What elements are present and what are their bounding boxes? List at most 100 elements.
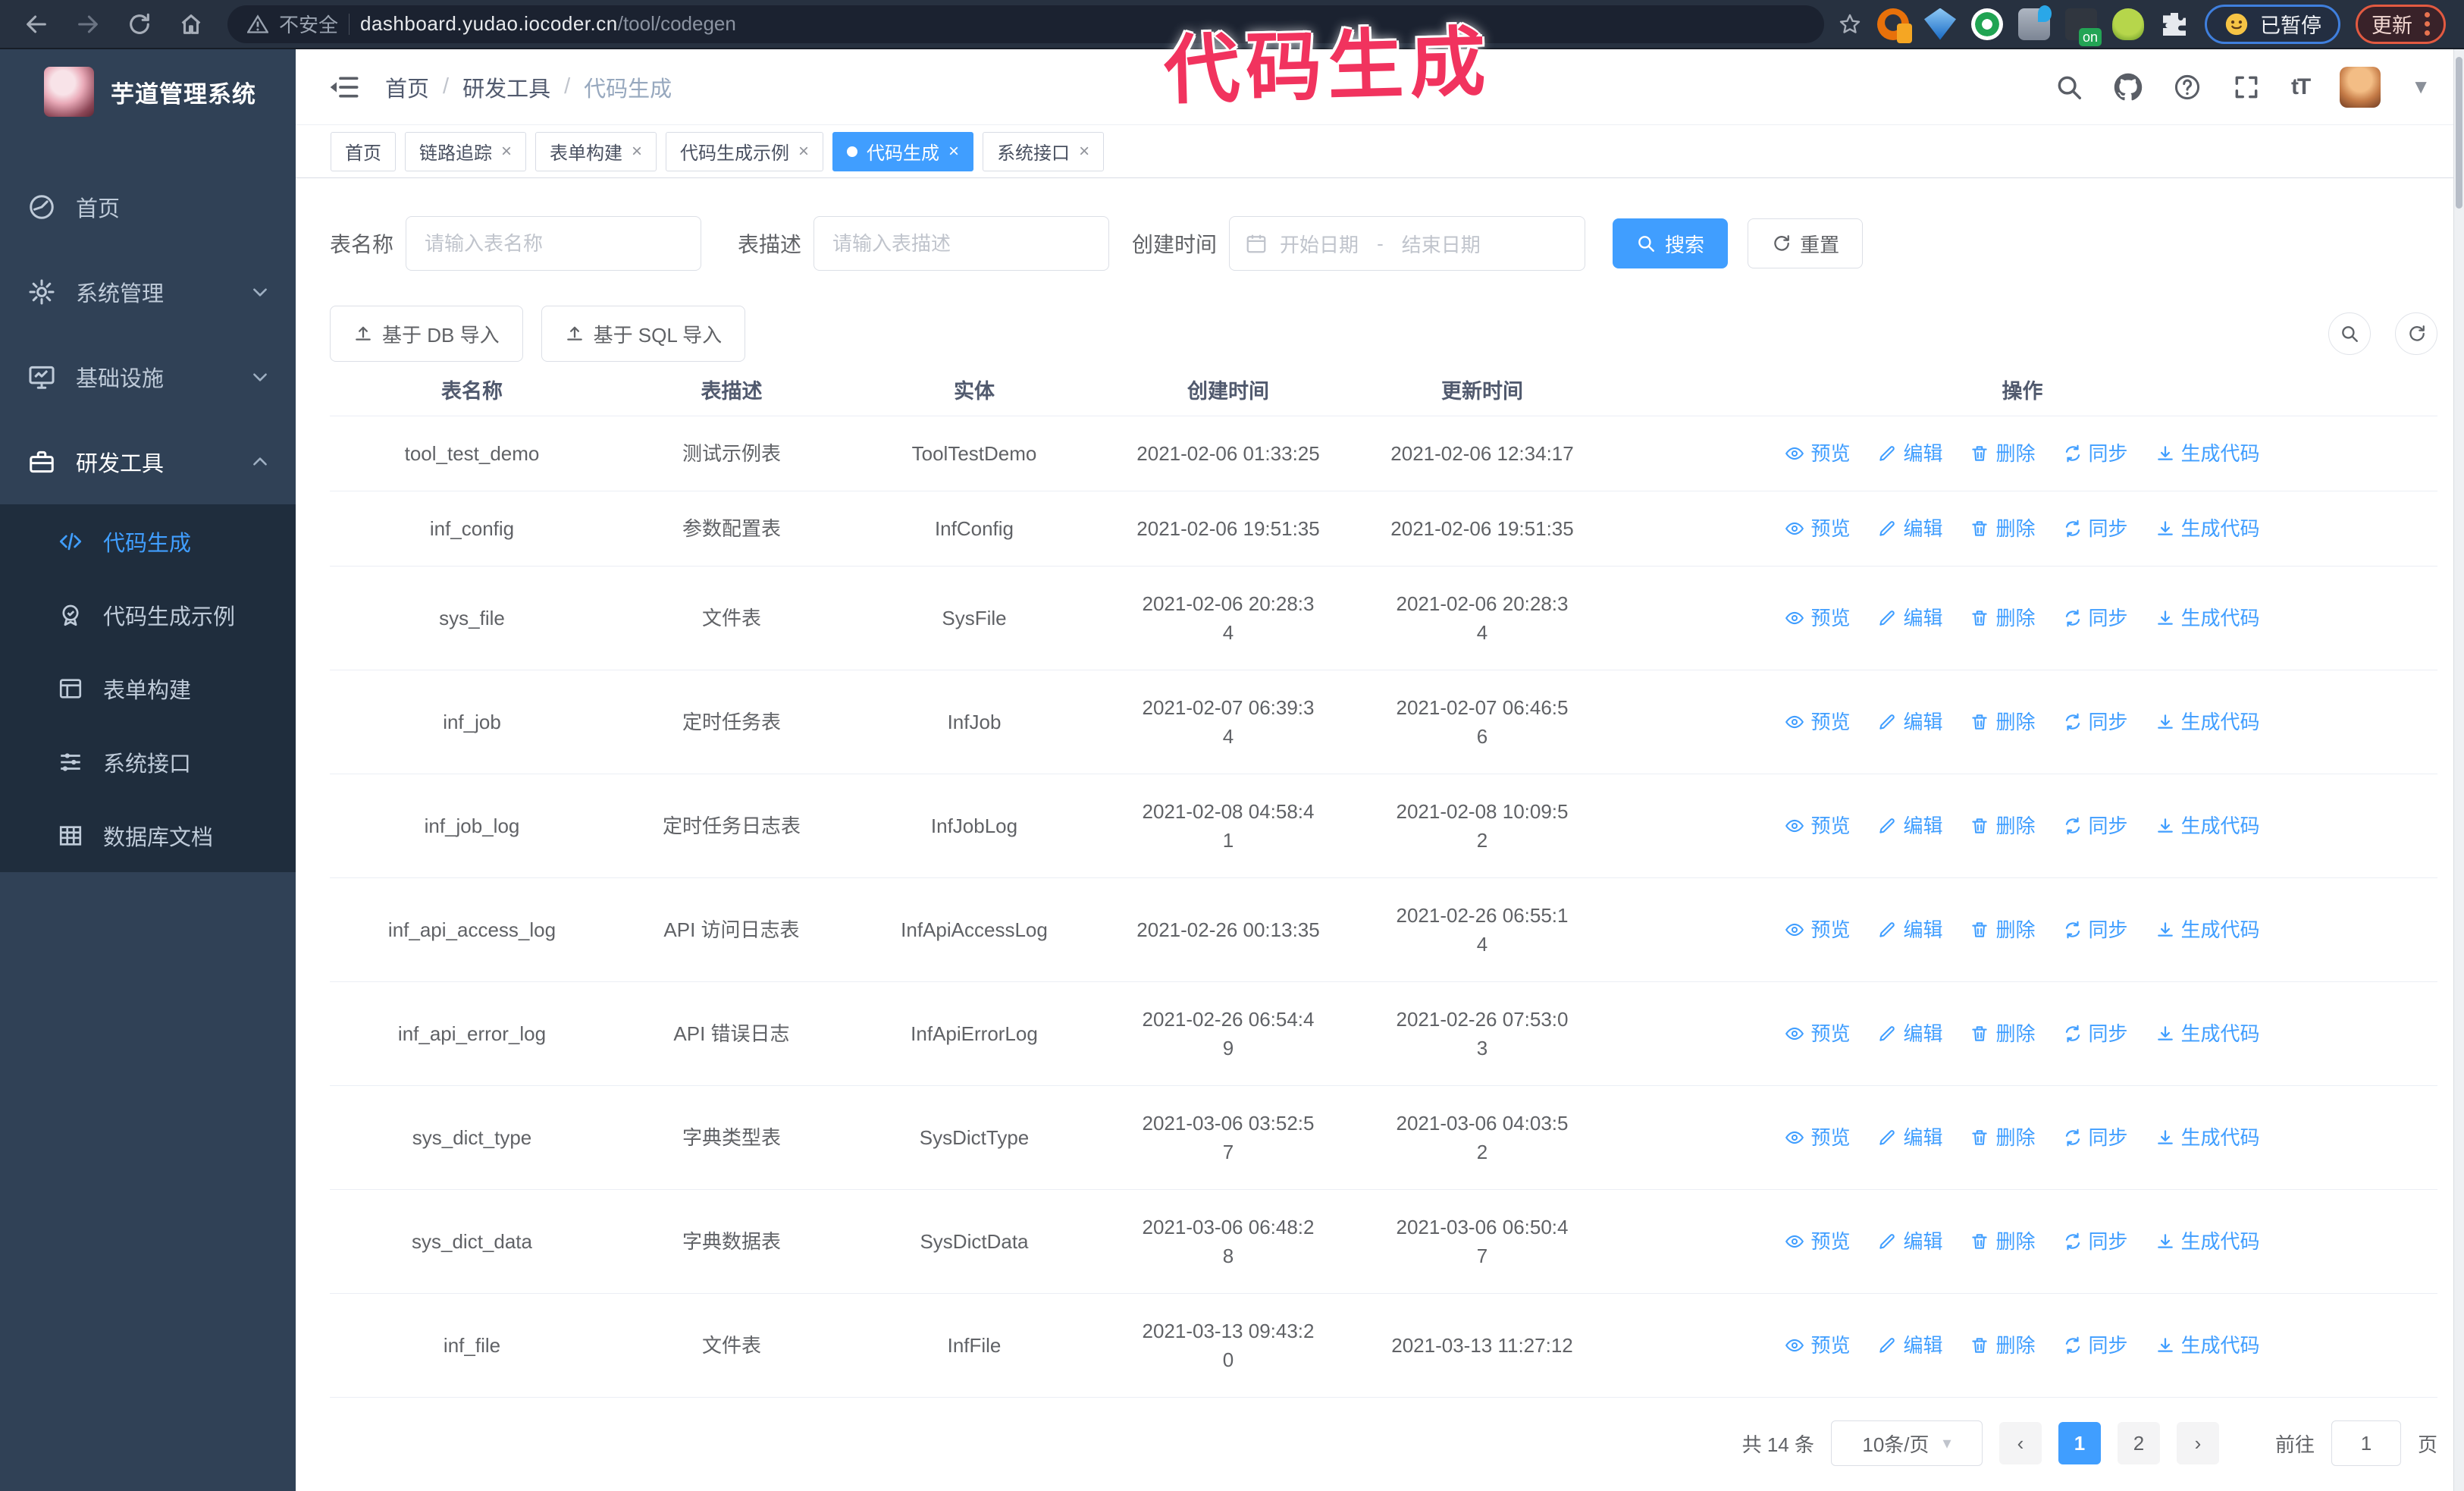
next-page-button[interactable]: › [2176, 1422, 2219, 1464]
import-sql-button[interactable]: 基于 SQL 导入 [541, 306, 746, 362]
preview-link[interactable]: 预览 [1785, 1331, 1850, 1360]
preview-link[interactable]: 预览 [1785, 1123, 1850, 1152]
extension-icon[interactable] [1877, 8, 1912, 43]
sync-link[interactable]: 同步 [2063, 1019, 2128, 1048]
extension-icon[interactable] [2018, 5, 2052, 40]
sync-link[interactable]: 同步 [2063, 915, 2128, 944]
date-range-picker[interactable]: 开始日期 - 结束日期 [1229, 216, 1586, 271]
edit-link[interactable]: 编辑 [1877, 1227, 1942, 1256]
edit-link[interactable]: 编辑 [1877, 915, 1942, 944]
back-icon[interactable] [14, 5, 59, 44]
delete-link[interactable]: 删除 [1970, 708, 2036, 736]
delete-link[interactable]: 删除 [1970, 514, 2036, 543]
delete-link[interactable]: 删除 [1970, 1019, 2036, 1048]
reset-button[interactable]: 重置 [1748, 218, 1864, 268]
generate-code-link[interactable]: 生成代码 [2155, 514, 2260, 543]
preview-link[interactable]: 预览 [1785, 514, 1850, 543]
tab-system-interface[interactable]: 系统接口 × [983, 131, 1105, 171]
page-size-select[interactable]: 10条/页 ▾ [1830, 1420, 1983, 1466]
import-db-button[interactable]: 基于 DB 导入 [330, 306, 523, 362]
edit-link[interactable]: 编辑 [1877, 604, 1942, 632]
sidebar-item-dev-tools[interactable]: 研发工具 [0, 419, 296, 504]
generate-code-link[interactable]: 生成代码 [2155, 439, 2260, 468]
sidebar-item-form-builder[interactable]: 表单构建 [0, 651, 296, 725]
close-icon[interactable]: × [1079, 140, 1090, 162]
delete-link[interactable]: 删除 [1970, 1227, 2036, 1256]
generate-code-link[interactable]: 生成代码 [2155, 1331, 2260, 1360]
breadcrumb-dev-tools[interactable]: 研发工具 [462, 77, 551, 102]
preview-link[interactable]: 预览 [1785, 1227, 1850, 1256]
delete-link[interactable]: 删除 [1970, 439, 2036, 468]
browser-update-button[interactable]: 更新 [2356, 4, 2446, 44]
edit-link[interactable]: 编辑 [1877, 1331, 1942, 1360]
tab-home[interactable]: 首页 [331, 131, 396, 171]
delete-link[interactable]: 删除 [1970, 604, 2036, 632]
fullscreen-icon[interactable] [2232, 73, 2261, 102]
home-icon[interactable] [168, 5, 214, 44]
generate-code-link[interactable]: 生成代码 [2155, 1123, 2260, 1152]
sidebar-item-database-docs[interactable]: 数据库文档 [0, 799, 296, 872]
user-menu-caret-icon[interactable]: ▼ [2411, 75, 2431, 98]
scrollbar-thumb[interactable] [2456, 57, 2462, 209]
sync-link[interactable]: 同步 [2063, 708, 2128, 736]
sync-link[interactable]: 同步 [2063, 1227, 2128, 1256]
close-icon[interactable]: × [948, 140, 960, 162]
delete-link[interactable]: 删除 [1970, 915, 2036, 944]
edit-link[interactable]: 编辑 [1877, 1019, 1942, 1048]
extension-icon[interactable] [1971, 8, 2003, 40]
search-icon[interactable] [2055, 73, 2083, 102]
sidebar-item-home[interactable]: 首页 [0, 165, 296, 250]
preview-link[interactable]: 预览 [1785, 1019, 1850, 1048]
sync-link[interactable]: 同步 [2063, 514, 2128, 543]
preview-link[interactable]: 预览 [1785, 915, 1850, 944]
help-icon[interactable] [2173, 73, 2202, 102]
table-desc-input[interactable] [813, 216, 1110, 271]
tab-code-generation[interactable]: 代码生成 × [832, 131, 974, 171]
page-button-1[interactable]: 1 [2058, 1422, 2101, 1464]
sync-link[interactable]: 同步 [2063, 439, 2128, 468]
reload-icon[interactable] [117, 5, 162, 44]
generate-code-link[interactable]: 生成代码 [2155, 811, 2260, 840]
sidebar-item-infrastructure[interactable]: 基础设施 [0, 334, 296, 419]
edit-link[interactable]: 编辑 [1877, 514, 1942, 543]
generate-code-link[interactable]: 生成代码 [2155, 604, 2260, 632]
preview-link[interactable]: 预览 [1785, 604, 1850, 632]
table-name-input[interactable] [406, 216, 702, 271]
delete-link[interactable]: 删除 [1970, 811, 2036, 840]
edit-link[interactable]: 编辑 [1877, 1123, 1942, 1152]
sidebar-item-system-interface[interactable]: 系统接口 [0, 725, 296, 799]
close-icon[interactable]: × [501, 140, 513, 162]
prev-page-button[interactable]: ‹ [1998, 1422, 2042, 1464]
browser-menu-icon[interactable] [2425, 12, 2430, 36]
delete-link[interactable]: 删除 [1970, 1331, 2036, 1360]
sidebar-item-code-generation[interactable]: 代码生成 [0, 504, 296, 578]
sidebar-item-code-generation-example[interactable]: 代码生成示例 [0, 578, 296, 651]
sync-link[interactable]: 同步 [2063, 604, 2128, 632]
edit-link[interactable]: 编辑 [1877, 708, 1942, 736]
generate-code-link[interactable]: 生成代码 [2155, 1227, 2260, 1256]
tab-codegen-example[interactable]: 代码生成示例 × [666, 131, 824, 171]
sync-link[interactable]: 同步 [2063, 1123, 2128, 1152]
github-icon[interactable] [2114, 73, 2143, 102]
generate-code-link[interactable]: 生成代码 [2155, 708, 2260, 736]
edit-link[interactable]: 编辑 [1877, 811, 1942, 840]
bookmark-star-icon[interactable] [1838, 12, 1862, 36]
page-scrollbar[interactable] [2453, 49, 2464, 1491]
search-button[interactable]: 搜索 [1613, 218, 1729, 268]
font-size-icon[interactable]: tT [2290, 74, 2311, 99]
refresh-table-button[interactable] [2395, 312, 2437, 355]
forward-icon[interactable] [65, 5, 111, 44]
close-icon[interactable]: × [798, 140, 810, 162]
address-bar[interactable]: 不安全 dashboard.yudao.iocoder.cn/tool/code… [227, 5, 1824, 43]
paused-extension-badge[interactable]: 已暂停 [2205, 4, 2340, 44]
extensions-puzzle-icon[interactable] [2159, 9, 2190, 39]
preview-link[interactable]: 预览 [1785, 439, 1850, 468]
generate-code-link[interactable]: 生成代码 [2155, 915, 2260, 944]
sidebar-collapse-icon[interactable] [329, 72, 359, 102]
breadcrumb-home[interactable]: 首页 [385, 77, 430, 102]
user-avatar[interactable] [2340, 66, 2381, 108]
extension-icon[interactable] [2065, 8, 2102, 46]
page-button-2[interactable]: 2 [2117, 1422, 2160, 1464]
preview-link[interactable]: 预览 [1785, 708, 1850, 736]
goto-page-input[interactable] [2331, 1420, 2401, 1466]
